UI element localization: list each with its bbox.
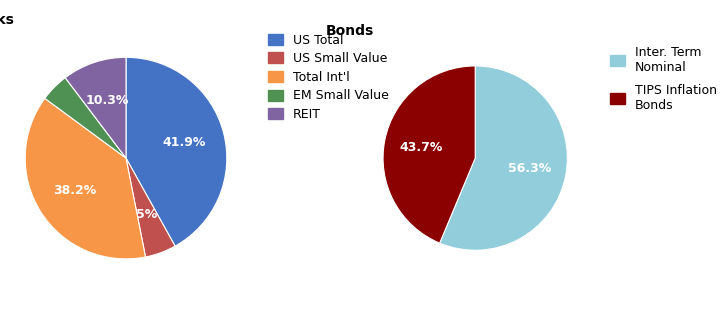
Legend: Inter. Term
Nominal, TIPS Inflation
Bonds: Inter. Term Nominal, TIPS Inflation Bond… <box>608 43 719 114</box>
Text: Bonds: Bonds <box>325 24 374 38</box>
Wedge shape <box>45 78 126 158</box>
Wedge shape <box>66 57 126 158</box>
Wedge shape <box>126 57 227 246</box>
Legend: US Total, US Small Value, Total Int'l, EM Small Value, REIT: US Total, US Small Value, Total Int'l, E… <box>266 31 392 124</box>
Text: 41.9%: 41.9% <box>163 136 206 149</box>
Wedge shape <box>440 66 567 250</box>
Text: 10.3%: 10.3% <box>85 94 128 107</box>
Wedge shape <box>25 98 145 259</box>
Text: 38.2%: 38.2% <box>53 184 96 197</box>
Text: 43.7%: 43.7% <box>400 141 443 154</box>
Wedge shape <box>126 158 175 257</box>
Text: Stocks: Stocks <box>0 13 14 27</box>
Text: 56.3%: 56.3% <box>508 162 551 175</box>
Text: 5%: 5% <box>136 208 158 221</box>
Wedge shape <box>383 66 475 243</box>
